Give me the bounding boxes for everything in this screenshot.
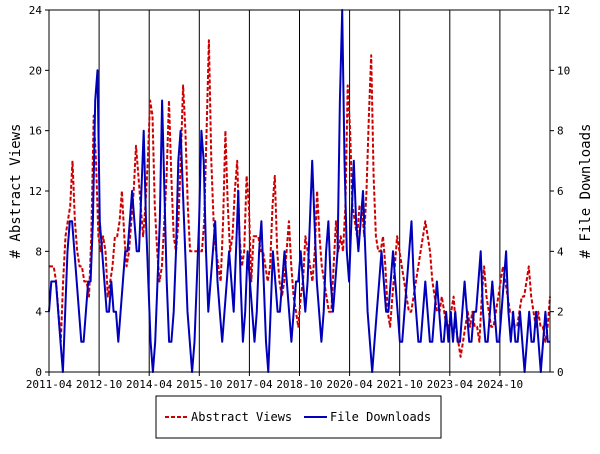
- y-left-tick-label: 0: [35, 366, 42, 379]
- y-left-tick-label: 4: [35, 306, 42, 319]
- x-tick-label: 2014-04: [126, 378, 173, 391]
- y-right-tick-label: 10: [557, 64, 570, 77]
- legend-label-abstract-views: Abstract Views: [191, 410, 292, 424]
- y-right-axis-title: # File Downloads: [578, 124, 594, 259]
- y-right-tick-label: 12: [557, 4, 570, 17]
- axis-ticks: [45, 9, 554, 376]
- x-tick-label: 2018-10: [276, 378, 322, 391]
- y-left-axis-title: # Abstract Views: [8, 124, 24, 259]
- legend-box: [155, 395, 442, 439]
- y-left-tick-label: 8: [35, 245, 42, 258]
- x-tick-label: 2015-10: [176, 378, 222, 391]
- vertical-grid: [98, 10, 501, 372]
- legend-label-file-downloads: File Downloads: [330, 410, 431, 424]
- x-tick-label: 2021-10: [377, 378, 423, 391]
- y-right-tick-label: 0: [557, 366, 564, 379]
- y-left-tick-label: 12: [29, 185, 42, 198]
- y-right-tick-label: 4: [557, 245, 564, 258]
- y-right-tick-label: 8: [557, 125, 564, 138]
- y-left-tick-label: 24: [29, 4, 43, 17]
- legend: Abstract Views File Downloads: [155, 395, 442, 439]
- series-line-file-downloads: [48, 9, 550, 373]
- series-layer: [48, 9, 551, 373]
- y-right-tick-label: 2: [557, 306, 564, 319]
- x-tick-label: 2023-04: [427, 378, 474, 391]
- x-tick-label: 2017-04: [226, 378, 273, 391]
- x-tick-label: 2020-04: [326, 378, 373, 391]
- x-tick-label: 2012-10: [76, 378, 122, 391]
- y-left-tick-label: 20: [29, 64, 42, 77]
- axis-labels: 2011-04 2012-10 2014-04 2015-10 2017-04 2018-…: [26, 4, 570, 391]
- y-right-tick-label: 6: [557, 185, 564, 198]
- x-tick-label: 2024-10: [477, 378, 523, 391]
- x-tick-label: 2011-04: [26, 378, 73, 391]
- y-left-tick-label: 16: [29, 125, 42, 138]
